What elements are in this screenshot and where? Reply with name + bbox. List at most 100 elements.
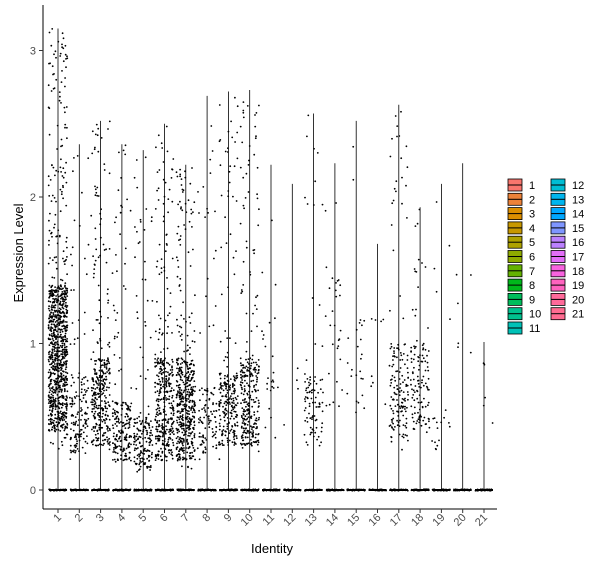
point-8: [199, 416, 202, 419]
point-7: [194, 385, 197, 388]
point-5: [133, 418, 136, 421]
point-4: [113, 443, 116, 446]
point-7: [181, 188, 184, 191]
point-6: [158, 407, 161, 409]
point-1: [60, 297, 62, 300]
point-17: [402, 381, 404, 384]
point-18: [423, 416, 426, 419]
point-7: [178, 285, 181, 287]
point-9: [229, 384, 232, 387]
point-5: [142, 426, 145, 429]
point-1: [59, 52, 62, 55]
point-17: [405, 422, 408, 425]
point-9: [219, 164, 222, 167]
point-3: [101, 359, 104, 361]
point-8: [213, 410, 215, 413]
point-6: [161, 427, 163, 429]
point-9: [230, 415, 233, 418]
point-10: [252, 312, 254, 315]
point-1: [53, 289, 55, 292]
point-1: [48, 369, 51, 371]
point-zero-4: [114, 488, 117, 491]
point-10: [241, 375, 244, 378]
point-zero-4: [125, 488, 127, 491]
point-1: [55, 388, 58, 391]
point-1: [64, 353, 66, 356]
point-9: [225, 242, 228, 245]
point-10: [248, 390, 250, 393]
point-9: [221, 395, 224, 398]
point-6: [168, 385, 171, 388]
point-4: [112, 304, 115, 307]
point-zero-7: [177, 488, 180, 491]
point-3: [92, 255, 94, 258]
point-7: [185, 211, 188, 214]
point-3: [95, 444, 98, 447]
point-7: [178, 369, 181, 372]
point-1: [62, 351, 64, 354]
point-1: [48, 309, 51, 312]
point-2: [81, 378, 84, 381]
point-7: [189, 265, 192, 267]
point-6: [166, 150, 169, 153]
point-5: [134, 447, 137, 450]
point-3: [93, 272, 95, 275]
point-3: [99, 310, 101, 313]
point-4: [120, 204, 122, 207]
point-15: [352, 178, 355, 181]
point-14: [336, 347, 339, 350]
point-zero-10: [251, 489, 254, 492]
point-4: [118, 430, 120, 432]
point-zero-7: [190, 489, 193, 492]
point-10: [255, 308, 258, 310]
point-1: [55, 295, 57, 297]
point-1: [57, 170, 60, 173]
point-zero-9: [222, 488, 225, 491]
point-15: [346, 362, 349, 364]
point-6: [164, 454, 166, 457]
point-6: [172, 408, 174, 411]
point-3: [94, 363, 97, 365]
point-5: [138, 463, 141, 466]
point-3: [103, 389, 105, 392]
point-1: [65, 316, 68, 318]
point-9: [233, 438, 236, 441]
point-7: [187, 379, 190, 382]
point-10: [239, 383, 242, 386]
point-10: [256, 426, 258, 428]
point-zero-21: [488, 489, 490, 492]
point-6: [163, 386, 166, 389]
point-10: [249, 431, 252, 434]
point-7: [184, 385, 187, 388]
point-18: [421, 379, 423, 382]
point-1: [62, 324, 65, 327]
point-5: [145, 420, 147, 423]
point-1: [52, 297, 54, 300]
point-5: [149, 469, 152, 471]
point-6: [168, 373, 171, 376]
point-6: [154, 419, 157, 422]
point-2: [83, 333, 86, 335]
point-6: [171, 396, 174, 399]
point-7: [179, 175, 182, 178]
point-7: [187, 388, 190, 391]
point-8: [198, 409, 201, 412]
point-7: [189, 418, 192, 421]
point-9: [227, 380, 230, 383]
point-18: [420, 415, 422, 418]
legend-label-7: 7: [529, 266, 535, 278]
point-6: [163, 348, 166, 350]
point-6: [171, 423, 173, 426]
point-zero-16: [383, 489, 385, 492]
violin-group-2: [69, 144, 90, 492]
point-1: [65, 258, 67, 261]
point-4: [121, 425, 124, 428]
point-15: [362, 378, 364, 380]
point-9: [231, 401, 234, 404]
legend-label-20: 20: [572, 294, 584, 306]
point-3: [105, 261, 108, 264]
point-8: [213, 416, 216, 418]
point-2: [72, 450, 75, 453]
point-7: [190, 312, 193, 315]
point-8: [200, 420, 203, 423]
